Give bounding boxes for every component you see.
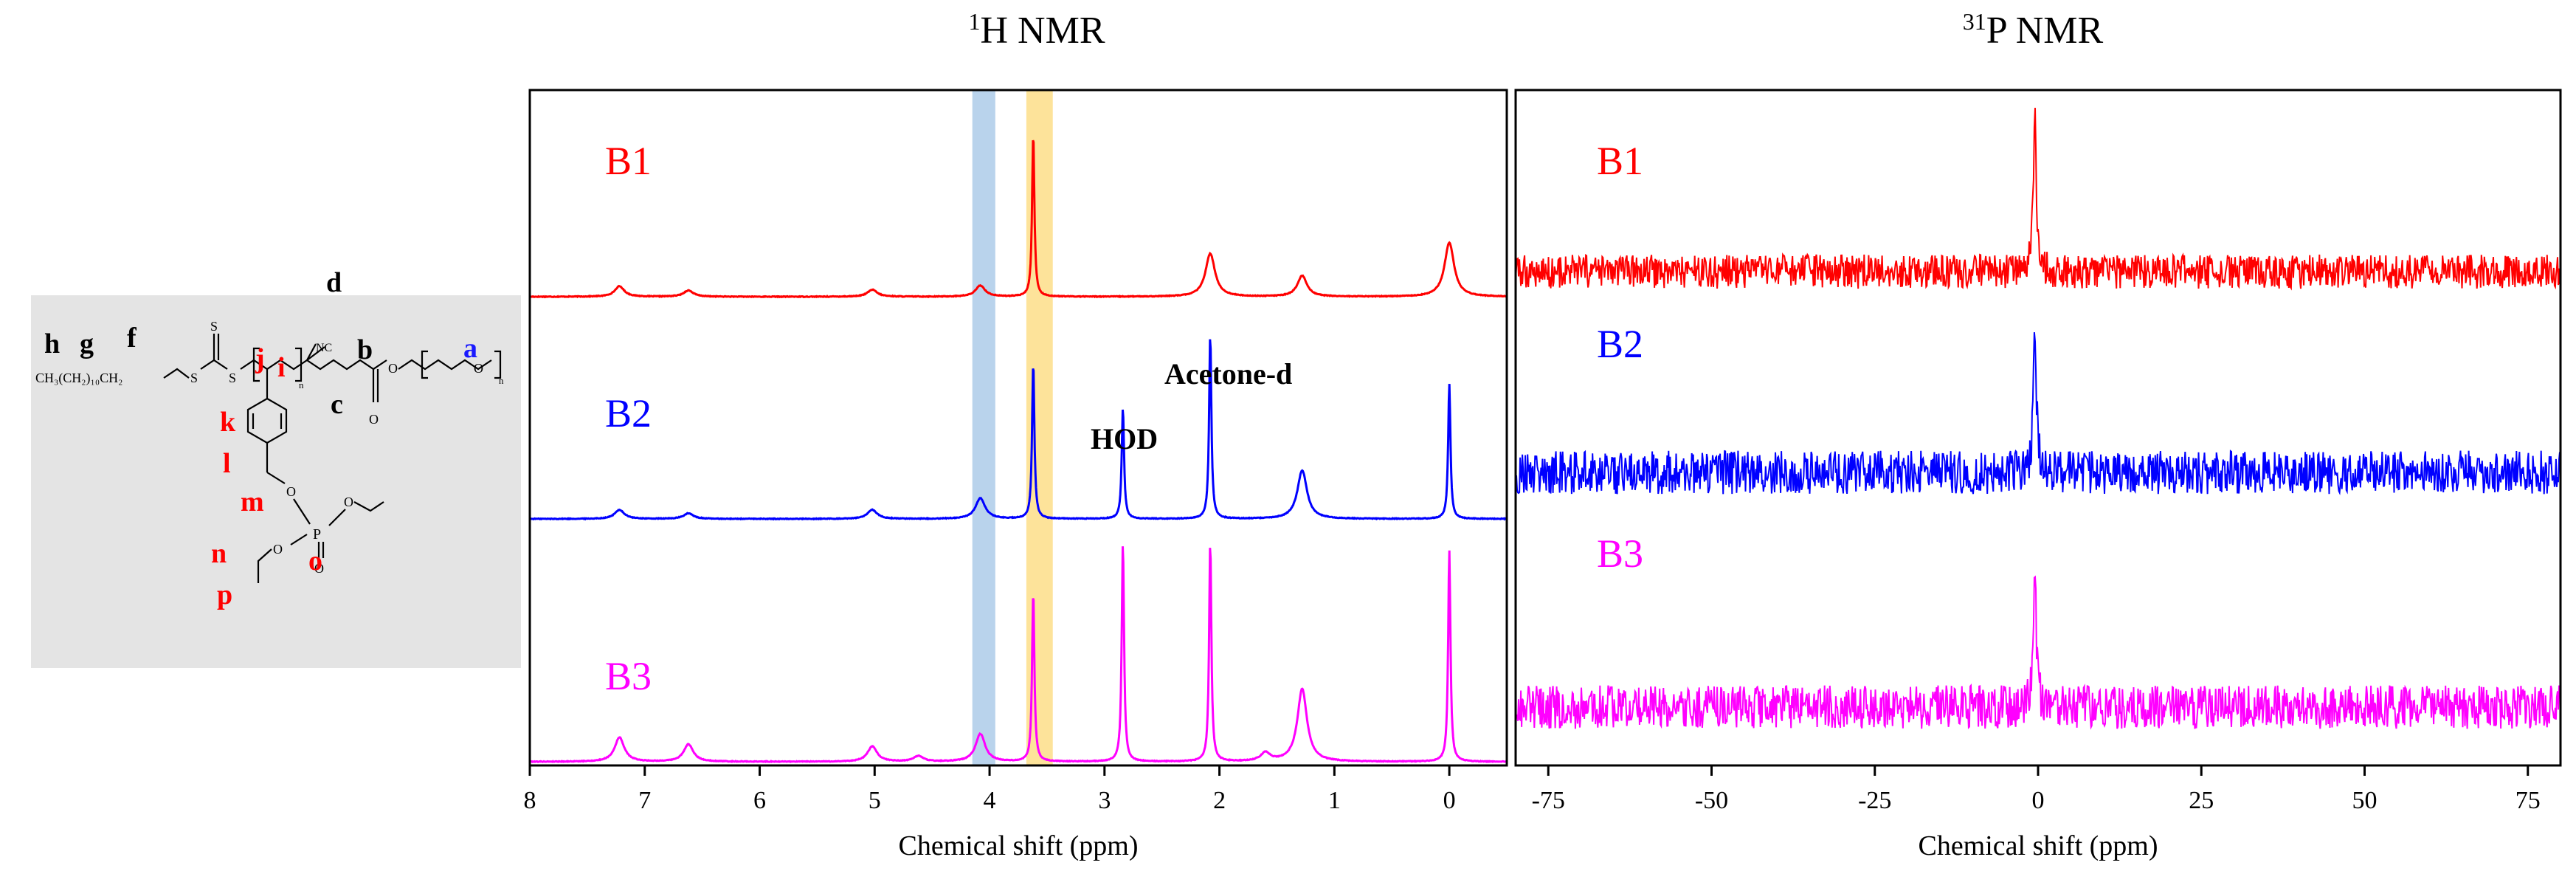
molecule-atoms: CH₃(CH₂)₁₀CH₂ S S S n NC O O O n O P O O… bbox=[35, 319, 504, 576]
atom-s-2: S bbox=[210, 319, 218, 334]
series-label-b1: B1 bbox=[1597, 139, 1643, 183]
atom-p: P bbox=[313, 526, 321, 543]
x-tick-label: 6 bbox=[753, 787, 766, 814]
molecule-proton-labels: h g f d b a j i c k l m n o p bbox=[44, 267, 477, 610]
molecule-bonds bbox=[163, 334, 502, 583]
spectrum-b2 bbox=[529, 339, 1508, 521]
annotation-hod: HOD bbox=[1091, 422, 1158, 455]
label-l: l bbox=[223, 448, 231, 479]
p-nmr-title-base: P NMR bbox=[1986, 10, 2104, 52]
p-nmr-title: 31P NMR bbox=[1963, 8, 2104, 52]
label-d: d bbox=[326, 267, 342, 298]
series-label-b1: B1 bbox=[605, 139, 652, 183]
spectrum-b2 bbox=[1515, 332, 2561, 496]
p-nmr-spectra bbox=[1515, 108, 2561, 730]
atom-s-3: S bbox=[229, 371, 236, 385]
highlight-band-2 bbox=[1026, 90, 1053, 765]
highlight-band-1 bbox=[972, 90, 995, 765]
atom-o-ester: O bbox=[388, 361, 398, 376]
x-tick-label: -75 bbox=[1532, 787, 1565, 814]
h-nmr-title-base: H NMR bbox=[980, 10, 1105, 52]
annotation-acetone-d: Acetone-d bbox=[1164, 357, 1292, 390]
subscript-n-1: n bbox=[299, 379, 304, 390]
x-tick-label: 3 bbox=[1098, 787, 1111, 814]
h-nmr-plot-frame bbox=[528, 89, 1508, 767]
x-tick-label: 2 bbox=[1213, 787, 1226, 814]
x-tick-label: -25 bbox=[1858, 787, 1891, 814]
label-b: b bbox=[357, 334, 373, 365]
nitrile-label: NC bbox=[316, 342, 332, 354]
h-nmr-highlight-bands bbox=[972, 90, 1053, 765]
molecule-structure-panel: CH₃(CH₂)₁₀CH₂ S S S n NC O O O n O P O O… bbox=[31, 267, 521, 668]
series-label-b3: B3 bbox=[605, 654, 652, 698]
spectrum-b1 bbox=[529, 140, 1508, 299]
label-i: i bbox=[277, 352, 286, 383]
h-nmr-x-label: Chemical shift (ppm) bbox=[898, 830, 1138, 861]
x-tick-label: 1 bbox=[1328, 787, 1341, 814]
x-tick-label: 25 bbox=[2189, 787, 2214, 814]
atom-o-peg: O bbox=[474, 361, 483, 376]
atom-o-ethoxy-2: O bbox=[273, 542, 283, 557]
atom-s-1: S bbox=[190, 371, 198, 385]
spectrum-b1 bbox=[1515, 108, 2561, 291]
x-tick-label: 7 bbox=[638, 787, 651, 814]
label-o: o bbox=[308, 545, 322, 576]
label-m: m bbox=[241, 486, 264, 517]
atom-o-phosphoryl: O bbox=[314, 561, 324, 576]
p-nmr-title-sup: 31 bbox=[1963, 8, 1986, 35]
label-a: a bbox=[463, 333, 477, 364]
h-nmr-title-sup: 1 bbox=[968, 8, 980, 35]
label-k: k bbox=[220, 407, 236, 438]
label-h: h bbox=[44, 328, 60, 359]
x-tick-label: 50 bbox=[2352, 787, 2378, 814]
label-f: f bbox=[127, 323, 137, 354]
atom-o-carbonyl: O bbox=[369, 412, 379, 427]
x-tick-label: -50 bbox=[1695, 787, 1728, 814]
p-nmr-x-axis: -75 -50 -25 0 25 50 75 bbox=[1532, 765, 2541, 814]
x-tick-label: 75 bbox=[2515, 787, 2541, 814]
h-nmr-series-labels: B1 B2 B3 bbox=[605, 139, 652, 698]
x-tick-label: 4 bbox=[984, 787, 996, 814]
h-nmr-x-axis: 8 7 6 5 4 3 2 1 0 bbox=[524, 765, 1456, 814]
label-g: g bbox=[80, 328, 94, 359]
h-nmr-spectra bbox=[529, 140, 1508, 764]
series-label-b3: B3 bbox=[1597, 531, 1643, 576]
h-nmr-title: 1H NMR bbox=[968, 8, 1105, 52]
label-n: n bbox=[211, 538, 227, 569]
label-c: c bbox=[331, 389, 343, 420]
x-tick-label: 5 bbox=[869, 787, 881, 814]
x-tick-label: 0 bbox=[1443, 787, 1456, 814]
p-nmr-series-labels: B1 B2 B3 bbox=[1597, 139, 1643, 576]
x-tick-label: 8 bbox=[524, 787, 536, 814]
label-j: j bbox=[255, 343, 265, 374]
series-label-b2: B2 bbox=[1597, 322, 1643, 366]
molecule-background bbox=[31, 295, 521, 668]
atom-o-ethoxy-1: O bbox=[344, 495, 353, 509]
spectrum-b3 bbox=[1515, 575, 2561, 730]
x-tick-label: 0 bbox=[2032, 787, 2045, 814]
atom-o-benzyl: O bbox=[286, 484, 296, 499]
subscript-n-2: n bbox=[499, 375, 504, 386]
p-nmr-x-label: Chemical shift (ppm) bbox=[1918, 830, 2158, 861]
spectrum-b3 bbox=[529, 546, 1508, 764]
series-label-b2: B2 bbox=[605, 391, 652, 436]
label-p: p bbox=[217, 579, 232, 610]
formula-alkyl: CH₃(CH₂)₁₀CH₂ bbox=[35, 371, 122, 386]
p-nmr-panel: 31P NMR -75 -50 -25 0 25 50 75 Chemical shift … bbox=[1514, 8, 2562, 861]
